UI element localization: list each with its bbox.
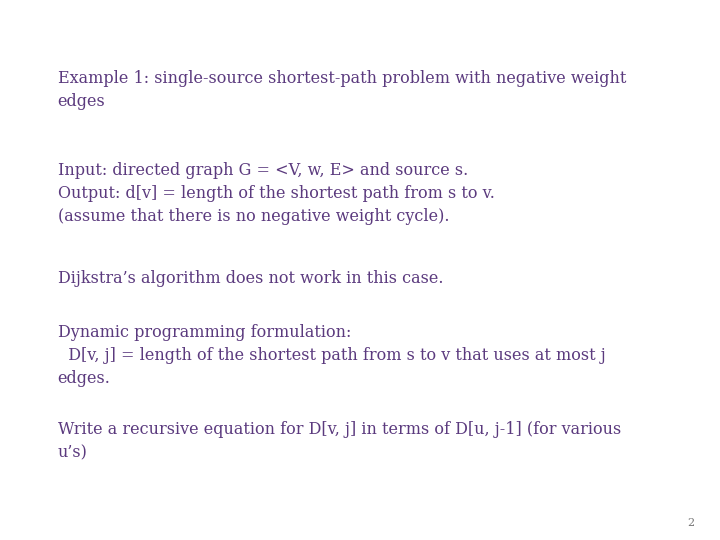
Text: Input: directed graph G = <V, w, E> and source s.
Output: d[v] = length of the s: Input: directed graph G = <V, w, E> and … [58, 162, 495, 225]
Text: Dynamic programming formulation:
  D[v, j] = length of the shortest path from s : Dynamic programming formulation: D[v, j]… [58, 324, 606, 387]
Text: 2: 2 [688, 518, 695, 528]
Text: Dijkstra’s algorithm does not work in this case.: Dijkstra’s algorithm does not work in th… [58, 270, 443, 287]
Text: Example 1: single-source shortest-path problem with negative weight
edges: Example 1: single-source shortest-path p… [58, 70, 626, 110]
Text: Write a recursive equation for D[v, j] in terms of D[u, j-1] (for various
u’s): Write a recursive equation for D[v, j] i… [58, 421, 621, 461]
